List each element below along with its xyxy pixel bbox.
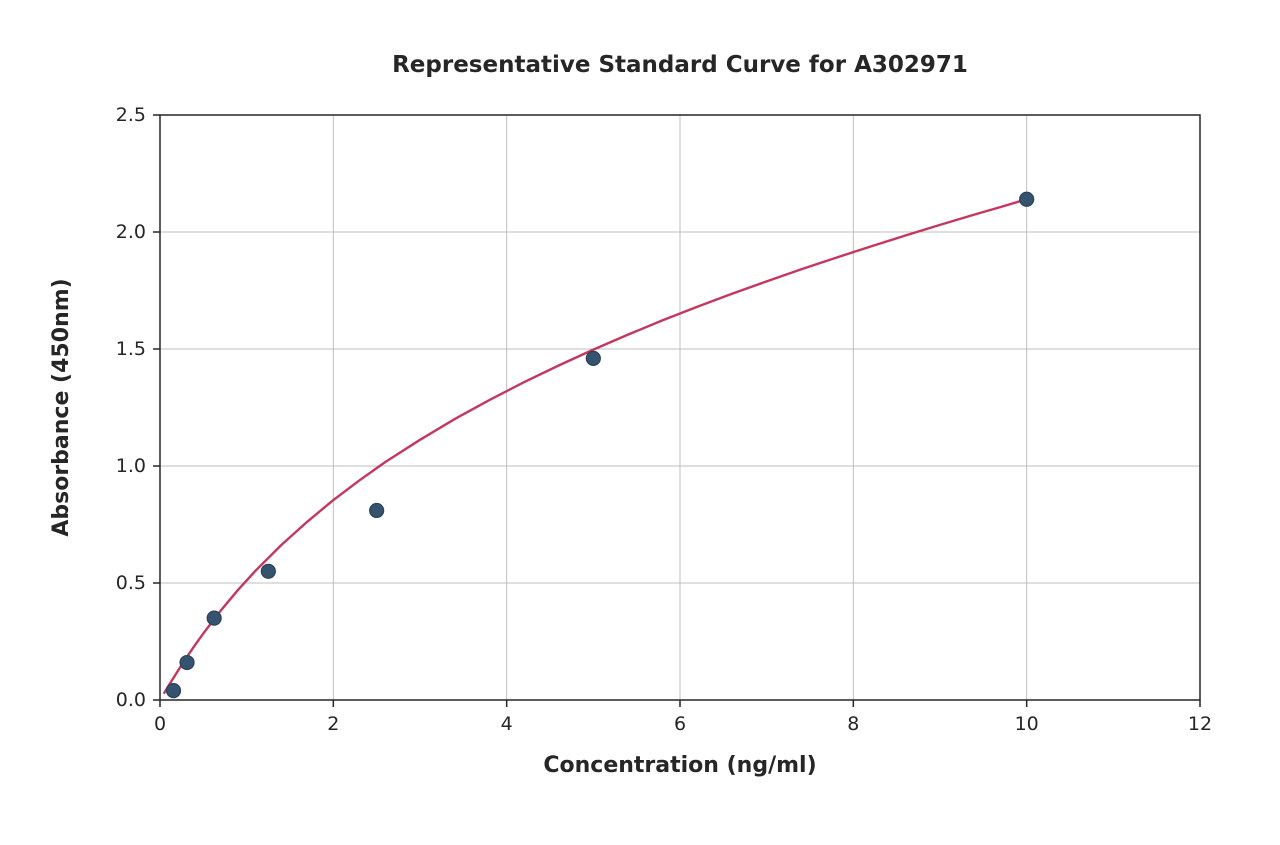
x-axis-label: Concentration (ng/ml) (543, 753, 816, 778)
data-point (370, 503, 384, 517)
data-point (167, 684, 181, 698)
x-tick-label: 4 (501, 713, 513, 735)
data-point (180, 656, 194, 670)
chart-title: Representative Standard Curve for A30297… (392, 52, 968, 78)
x-tick-label: 8 (847, 713, 859, 735)
y-tick-label: 0.0 (116, 689, 146, 711)
y-tick-label: 1.0 (116, 455, 146, 477)
chart-container: 0 2 4 6 8 10 12 0.0 0.5 1.0 1.5 2.0 2.5 Representativ… (0, 0, 1280, 845)
x-tick-label: 6 (674, 713, 686, 735)
y-tick-label: 2.0 (116, 221, 146, 243)
y-tick-label: 0.5 (116, 572, 146, 594)
y-axis-label: Absorbance (450nm) (49, 278, 74, 536)
data-point (261, 564, 275, 578)
x-tick-label: 2 (327, 713, 339, 735)
x-tick-label: 12 (1188, 713, 1212, 735)
data-point (1020, 192, 1034, 206)
x-tick-label: 10 (1015, 713, 1039, 735)
y-tick-label: 1.5 (116, 338, 146, 360)
standard-curve-chart: 0 2 4 6 8 10 12 0.0 0.5 1.0 1.5 2.0 2.5 Representativ… (0, 0, 1280, 845)
data-point (586, 351, 600, 365)
x-tick-label: 0 (154, 713, 166, 735)
data-point (207, 611, 221, 625)
y-tick-label: 2.5 (116, 104, 146, 126)
